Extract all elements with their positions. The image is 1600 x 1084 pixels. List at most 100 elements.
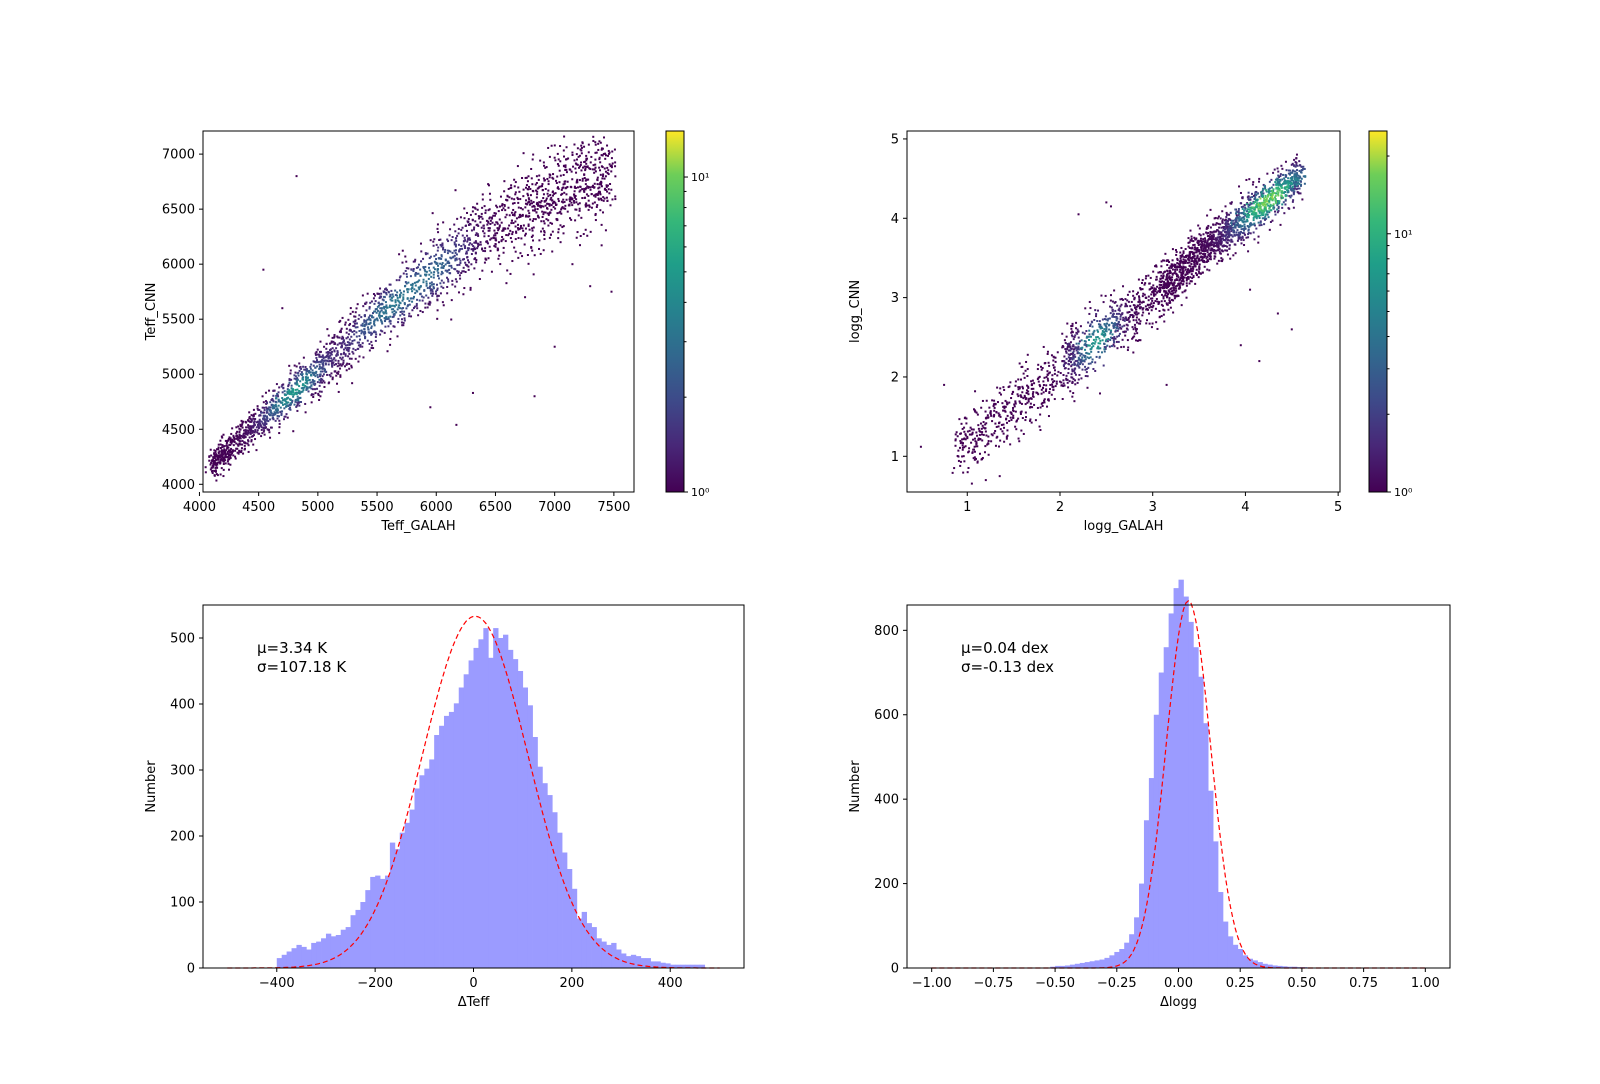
scatter-point — [1122, 299, 1124, 301]
scatter-point — [606, 145, 608, 147]
scatter-point — [590, 161, 592, 163]
scatter-point — [543, 161, 545, 163]
scatter-point — [458, 232, 460, 234]
scatter-point — [1038, 381, 1040, 383]
scatter-point — [493, 230, 495, 232]
scatter-point — [555, 180, 557, 182]
scatter-point — [1052, 381, 1054, 383]
scatter-point — [579, 208, 581, 210]
scatter-point — [589, 206, 591, 208]
scatter-point — [491, 271, 493, 273]
scatter-point — [1274, 169, 1276, 171]
scatter-point — [318, 368, 320, 370]
scatter-point — [975, 431, 977, 433]
scatter-point — [1076, 333, 1078, 335]
scatter-point — [1071, 373, 1073, 375]
scatter-point — [453, 256, 455, 258]
scatter-point — [1184, 269, 1186, 271]
scatter-point — [500, 196, 502, 198]
scatter-point — [1113, 337, 1115, 339]
scatter-point — [1225, 216, 1227, 218]
scatter-point — [414, 260, 416, 262]
scatter-point — [410, 284, 412, 286]
scatter-point — [268, 413, 270, 415]
plot-area — [920, 154, 1306, 485]
scatter-point — [515, 231, 517, 233]
scatter-point — [1243, 213, 1245, 215]
scatter-point — [384, 320, 386, 322]
scatter-point — [1082, 332, 1084, 334]
scatter-point — [1198, 276, 1200, 278]
scatter-point — [1020, 430, 1022, 432]
scatter-point — [511, 241, 513, 243]
scatter-point — [1151, 309, 1153, 311]
scatter-point — [1077, 382, 1079, 384]
scatter-point — [594, 168, 596, 170]
scatter-point — [208, 460, 210, 462]
scatter-point — [346, 369, 348, 371]
scatter-point — [326, 374, 328, 376]
scatter-point — [601, 244, 603, 246]
scatter-point — [1010, 417, 1012, 419]
scatter-point — [436, 244, 438, 246]
scatter-point — [323, 386, 325, 388]
scatter-point — [1241, 242, 1243, 244]
scatter-point — [1105, 315, 1107, 317]
scatter-point — [1116, 319, 1118, 321]
scatter-point — [232, 435, 234, 437]
scatter-point — [556, 218, 558, 220]
scatter-point — [1190, 280, 1192, 282]
scatter-point — [1164, 300, 1166, 302]
scatter-point — [505, 234, 507, 236]
scatter-point — [1079, 355, 1081, 357]
scatter-point — [299, 370, 301, 372]
scatter-point — [251, 419, 253, 421]
scatter-point — [284, 403, 286, 405]
scatter-point — [1022, 417, 1024, 419]
scatter-point — [1054, 373, 1056, 375]
scatter-point — [1250, 232, 1252, 234]
scatter-point — [609, 163, 611, 165]
scatter-point — [249, 429, 251, 431]
scatter-point — [1149, 288, 1151, 290]
scatter-point — [1017, 378, 1019, 380]
scatter-point — [351, 382, 353, 384]
scatter-point — [343, 360, 345, 362]
scatter-point — [1263, 223, 1265, 225]
scatter-point — [554, 159, 556, 161]
scatter-point — [305, 366, 307, 368]
scatter-point — [232, 454, 234, 456]
scatter-point — [371, 325, 373, 327]
scatter-point — [1297, 177, 1299, 179]
scatter-point — [459, 278, 461, 280]
scatter-point — [1084, 333, 1086, 335]
scatter-point — [501, 205, 503, 207]
scatter-point — [1171, 279, 1173, 281]
scatter-point — [1026, 392, 1028, 394]
scatter-point — [1168, 261, 1170, 263]
scatter-point — [367, 340, 369, 342]
scatter-point — [1045, 384, 1047, 386]
scatter-point — [605, 175, 607, 177]
scatter-point — [984, 423, 986, 425]
scatter-point — [1011, 393, 1013, 395]
scatter-point — [1051, 378, 1053, 380]
scatter-point — [448, 250, 450, 252]
scatter-point — [357, 342, 359, 344]
scatter-point — [331, 365, 333, 367]
scatter-point — [425, 294, 427, 296]
scatter-point — [1003, 427, 1005, 429]
scatter-point — [1245, 179, 1247, 181]
scatter-point — [428, 263, 430, 265]
scatter-point — [450, 319, 452, 321]
scatter-point — [1077, 347, 1079, 349]
scatter-point — [595, 219, 597, 221]
colorbar-gradient — [666, 131, 684, 492]
scatter-point — [1267, 214, 1269, 216]
scatter-point — [534, 395, 536, 397]
scatter-point — [546, 198, 548, 200]
scatter-point — [585, 229, 587, 231]
scatter-point — [1023, 373, 1025, 375]
scatter-point — [585, 155, 587, 157]
scatter-point — [520, 225, 522, 227]
